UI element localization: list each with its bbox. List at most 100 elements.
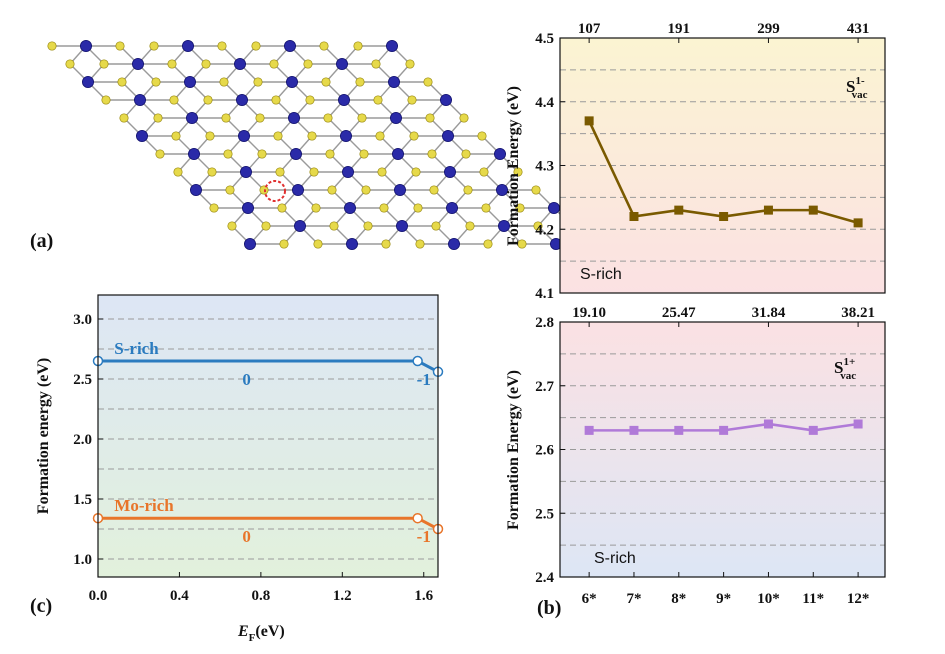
s-atom-icon xyxy=(459,113,469,123)
s-atom-icon xyxy=(153,113,163,123)
s-atom-icon xyxy=(115,41,125,51)
s-atom-icon xyxy=(321,77,331,87)
s-atom-icon xyxy=(227,221,237,231)
x-tick-label: 1.6 xyxy=(414,588,433,604)
s-atom-icon xyxy=(149,41,159,51)
s-atom-icon xyxy=(223,149,233,159)
mo-atom-icon xyxy=(82,76,95,89)
mo-atom-icon xyxy=(395,219,408,232)
s-atom-icon xyxy=(259,185,269,195)
s-atom-icon xyxy=(513,167,523,177)
mo-atom-icon xyxy=(493,147,506,160)
data-point xyxy=(808,425,818,435)
s-atom-icon xyxy=(431,221,441,231)
grid-lines xyxy=(560,69,885,262)
s-atom-icon xyxy=(415,239,425,249)
x-ticks: 6* 7* 8* 9* 10* 11* 12* xyxy=(582,572,870,607)
s-atom-icon xyxy=(371,59,381,69)
s-atom-icon xyxy=(477,131,487,141)
s-atom-icon xyxy=(483,239,493,249)
s-atom-icon xyxy=(305,95,315,105)
s-atom-icon xyxy=(151,77,161,87)
s-atom-icon xyxy=(357,113,367,123)
s-atom-icon xyxy=(65,59,75,69)
y-tick-label: 4.4 xyxy=(535,95,554,111)
s-atom-icon xyxy=(225,185,235,195)
s-atom-icon xyxy=(531,185,541,195)
top-axis-ticks: 107 191 299 431 xyxy=(578,21,869,43)
mo-atom-icon xyxy=(291,183,304,196)
s-atom-icon xyxy=(275,167,285,177)
s-atom-icon xyxy=(425,113,435,123)
y-axis-label: Formation Energy (eV) xyxy=(505,86,522,246)
panel-label-a: (a) xyxy=(30,230,53,252)
plot-area-c xyxy=(98,295,438,577)
s-atom-icon xyxy=(209,203,219,213)
mo-atom-icon xyxy=(447,237,460,250)
mo-atom-icon xyxy=(183,76,196,89)
s-atom-icon xyxy=(255,113,265,123)
grid-lines xyxy=(560,353,885,546)
s-atom-icon xyxy=(353,41,363,51)
mo-atom-icon xyxy=(131,58,144,71)
data-point xyxy=(674,205,684,215)
s-atom-icon xyxy=(465,221,475,231)
s-atom-icon xyxy=(407,95,417,105)
species-sup: 1- xyxy=(855,75,865,87)
data-point xyxy=(584,116,594,126)
x-tick-label: 0.0 xyxy=(89,588,108,604)
mos2-lattice xyxy=(47,40,595,250)
mo-atom-icon xyxy=(241,201,254,214)
s-atom-icon xyxy=(411,167,421,177)
y-tick-label: 4.5 xyxy=(535,31,554,47)
condition-label: S-rich xyxy=(594,550,636,567)
panel-a-structure: (a) xyxy=(30,40,595,252)
y-tick-label: 2.0 xyxy=(73,432,92,448)
mo-atom-icon xyxy=(393,183,406,196)
s-atom-icon xyxy=(279,239,289,249)
x-tick-label: 10* xyxy=(757,591,780,607)
s-atom-icon xyxy=(173,167,183,177)
s-atom-icon xyxy=(409,131,419,141)
mo-atom-icon xyxy=(133,94,146,107)
panel-b-top-chart: 4.1 4.2 4.3 4.4 4.5 107 191 299 431 S1- vac S-ri… xyxy=(505,21,886,302)
top-tick-label: 107 xyxy=(578,21,601,37)
data-point xyxy=(763,205,773,215)
y-tick-label: 2.8 xyxy=(535,315,554,331)
mo-atom-icon xyxy=(289,147,302,160)
x-tick-label: 1.2 xyxy=(333,588,352,604)
mo-atom-icon xyxy=(441,129,454,142)
series-s-vac-minus xyxy=(584,116,863,228)
x-axis-label: EF(eV) xyxy=(237,623,285,644)
species-sub: vac xyxy=(840,370,856,382)
data-point xyxy=(719,212,729,221)
x-tick-label: 12* xyxy=(847,591,870,607)
mo-atom-icon xyxy=(187,147,200,160)
y-tick-label: 4.1 xyxy=(535,286,554,302)
x-tick-label: 0.4 xyxy=(170,588,189,604)
x-ticks: 0.0 0.4 0.8 1.2 1.6 xyxy=(89,572,434,604)
s-atom-icon xyxy=(101,95,111,105)
s-atom-icon xyxy=(217,41,227,51)
panel-label-b: (b) xyxy=(537,597,561,619)
x-tick-label: 8* xyxy=(671,591,686,607)
species-sup: 1+ xyxy=(843,356,855,368)
s-atom-icon xyxy=(429,185,439,195)
mo-atom-icon xyxy=(387,76,400,89)
s-atom-icon xyxy=(361,185,371,195)
mo-atom-icon xyxy=(443,165,456,178)
mo-atom-icon xyxy=(548,201,561,214)
charge-label: 0 xyxy=(242,527,251,546)
y-tick-label: 2.4 xyxy=(535,570,554,586)
s-atom-icon xyxy=(47,41,57,51)
mo-atom-icon xyxy=(385,40,398,53)
y-ticks: 2.4 2.5 2.6 2.7 2.8 xyxy=(535,315,565,586)
s-atom-icon xyxy=(303,59,313,69)
x-label-unit: (eV) xyxy=(255,623,284,640)
s-atom-icon xyxy=(201,59,211,69)
s-atom-icon xyxy=(309,167,319,177)
s-atom-icon xyxy=(207,167,217,177)
mo-atom-icon xyxy=(391,147,404,160)
s-atom-icon xyxy=(359,149,369,159)
